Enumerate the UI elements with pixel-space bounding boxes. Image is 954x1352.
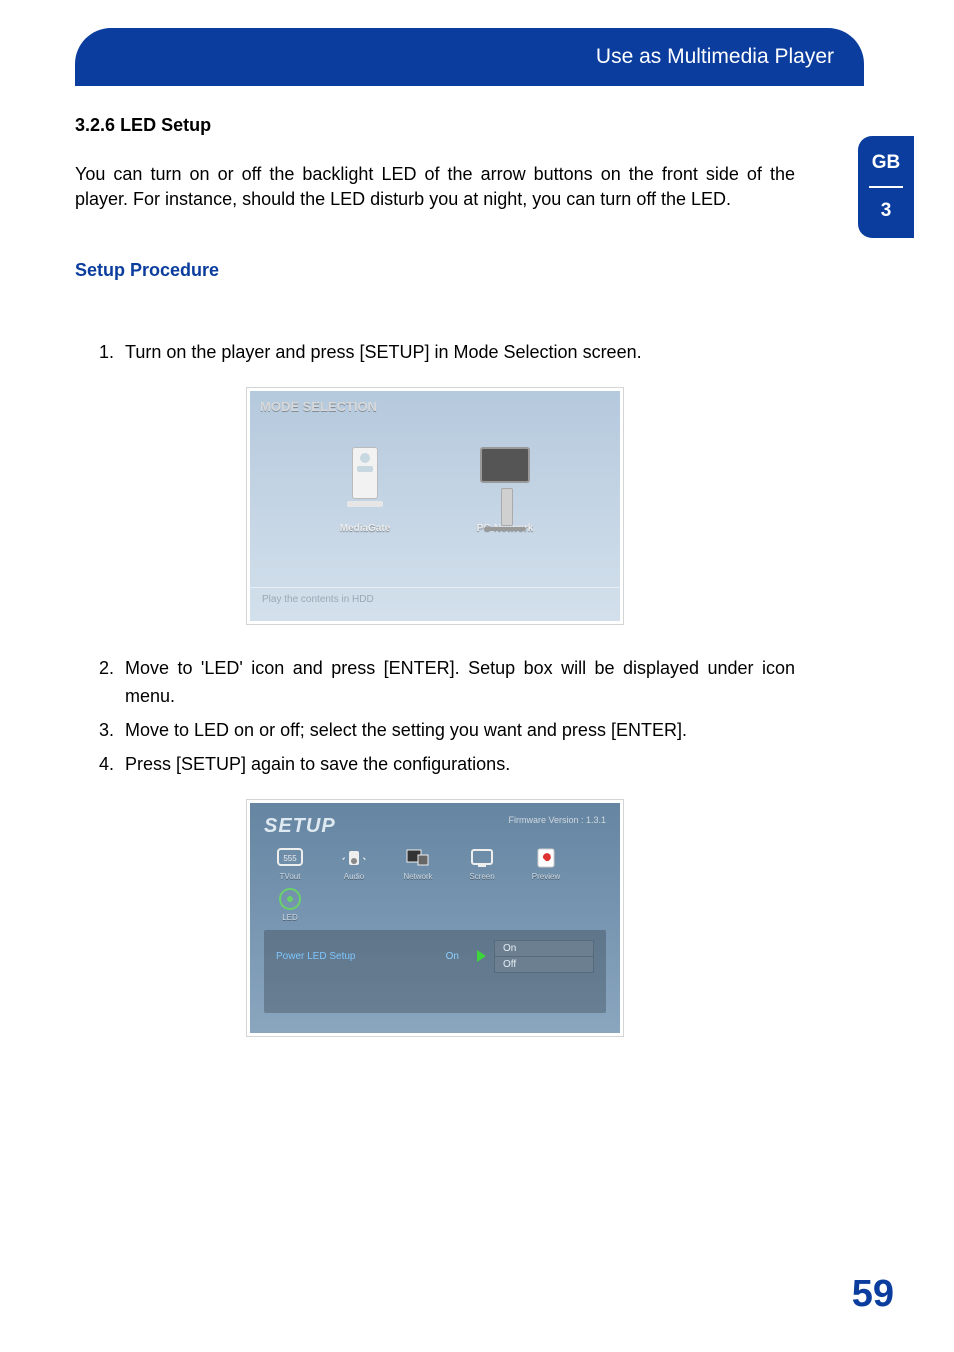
mediagate-mode[interactable]: MediaGate <box>334 447 396 534</box>
section-heading: 3.2.6 LED Setup <box>75 115 795 136</box>
pc-network-icon <box>474 447 536 509</box>
step-2: Move to 'LED' icon and press [ENTER]. Se… <box>119 655 795 711</box>
figure-mode-selection: MODE SELECTION MediaGate PC-Network <box>75 387 795 625</box>
mediagate-icon <box>334 447 396 509</box>
led-tab[interactable]: LED <box>268 887 312 922</box>
power-led-setup-value: On <box>446 951 459 962</box>
setup-tabs: 555 TVout LED <box>250 844 620 922</box>
procedure-steps: Turn on the player and press [SETUP] in … <box>75 339 795 367</box>
audio-label: Audio <box>332 872 376 881</box>
setup-header: SETUP Firmware Version : 1.3.1 <box>250 803 620 844</box>
page-header: Use as Multimedia Player <box>75 28 864 86</box>
mediagate-label: MediaGate <box>334 523 396 534</box>
header-title: Use as Multimedia Player <box>515 28 864 86</box>
led-options: On Off <box>494 940 594 973</box>
side-tab-chapter: 3 <box>858 200 914 222</box>
preview-icon <box>531 846 561 870</box>
tvout-tab[interactable]: 555 TVout <box>268 846 312 881</box>
setup-screen: SETUP Firmware Version : 1.3.1 555 TVout <box>250 803 620 1033</box>
mode-selection-title: MODE SELECTION <box>260 399 377 414</box>
mode-footer-text: Play the contents in HDD <box>250 587 620 621</box>
firmware-version: Firmware Version : 1.3.1 <box>508 815 606 825</box>
audio-tab[interactable]: Audio <box>332 846 376 881</box>
power-led-setup-label: Power LED Setup <box>276 951 356 962</box>
procedure-steps-cont: Move to 'LED' icon and press [ENTER]. Se… <box>75 655 795 779</box>
led-label: LED <box>268 913 312 922</box>
step-1: Turn on the player and press [SETUP] in … <box>119 339 795 367</box>
step-3: Move to LED on or off; select the settin… <box>119 717 795 745</box>
side-tab-lang: GB <box>858 152 914 174</box>
preview-tab[interactable]: Preview <box>524 846 568 881</box>
setup-body: Power LED Setup On On Off <box>264 930 606 1013</box>
audio-icon <box>339 846 369 870</box>
page-number: 59 <box>852 1273 894 1316</box>
selector-arrow-icon <box>477 950 486 962</box>
section-number: 3.2.6 <box>75 115 115 135</box>
tvout-label: TVout <box>268 872 312 881</box>
mode-selection-screen: MODE SELECTION MediaGate PC-Network <box>250 391 620 621</box>
led-icon <box>275 887 305 911</box>
header-left-block <box>75 28 515 86</box>
section-description: You can turn on or off the backlight LED… <box>75 162 795 212</box>
screen-tab[interactable]: Screen <box>460 846 504 881</box>
page-content: 3.2.6 LED Setup You can turn on or off t… <box>75 115 795 1067</box>
step-4: Press [SETUP] again to save the configur… <box>119 751 795 779</box>
figure2-frame: SETUP Firmware Version : 1.3.1 555 TVout <box>246 799 624 1037</box>
section-title: LED Setup <box>120 115 211 135</box>
figure-setup: SETUP Firmware Version : 1.3.1 555 TVout <box>75 799 795 1037</box>
preview-label: Preview <box>524 872 568 881</box>
screen-icon <box>467 846 497 870</box>
side-tab: GB 3 <box>858 136 914 238</box>
network-icon <box>403 846 433 870</box>
procedure-heading: Setup Procedure <box>75 260 795 281</box>
screen-label: Screen <box>460 872 504 881</box>
tvout-icon: 555 <box>275 846 305 870</box>
side-tab-divider <box>869 186 903 188</box>
network-tab[interactable]: Network <box>396 846 440 881</box>
pc-network-mode[interactable]: PC-Network <box>474 447 536 534</box>
setup-title: SETUP <box>264 815 336 838</box>
power-led-setup-row: Power LED Setup On On Off <box>276 940 594 973</box>
led-option-off[interactable]: Off <box>494 957 594 973</box>
mode-icons-row: MediaGate PC-Network <box>250 447 620 534</box>
figure1-frame: MODE SELECTION MediaGate PC-Network <box>246 387 624 625</box>
led-option-on[interactable]: On <box>494 940 594 957</box>
svg-text:555: 555 <box>283 854 297 863</box>
setup-tabs-col: 555 TVout LED <box>268 846 312 922</box>
network-label: Network <box>396 872 440 881</box>
